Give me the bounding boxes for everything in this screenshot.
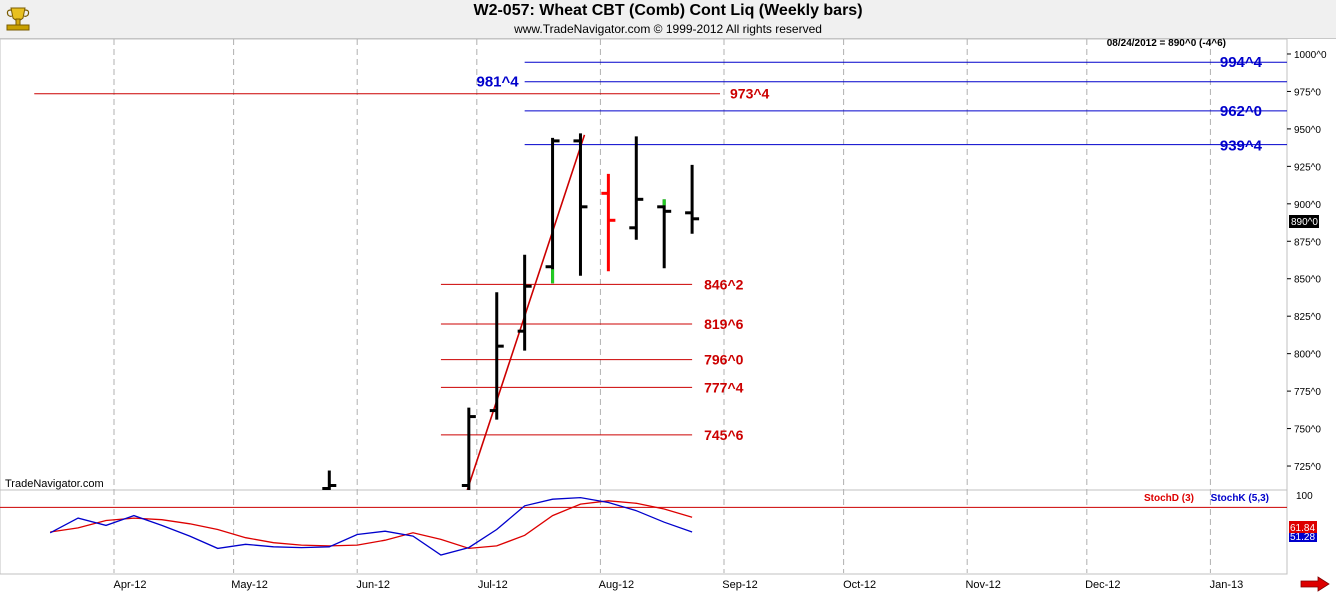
last-price-tag xyxy=(1289,215,1319,228)
y-tick-label: 925^0 xyxy=(1294,162,1321,173)
stochastic-panel xyxy=(0,489,1288,575)
price-level-label: 962^0 xyxy=(1220,103,1262,120)
last-price-tag-text: 890^0 xyxy=(1291,217,1318,228)
price-levels: 994^4 981^4 973^4 962^0 939^4 846^2 819^6 796^0… xyxy=(34,54,1287,443)
legend-stochk: StochK (5,3) xyxy=(1211,493,1269,504)
trophy-logo-icon[interactable] xyxy=(4,2,32,32)
y-tick-label: 850^0 xyxy=(1294,275,1321,286)
price-level-label: 994^4 xyxy=(1220,54,1263,71)
grid-lines xyxy=(0,39,1287,575)
x-tick-label: Apr-12 xyxy=(113,579,146,591)
stoch-series-line xyxy=(50,500,693,550)
x-tick-label: Nov-12 xyxy=(965,579,1000,591)
y-tick-label: 950^0 xyxy=(1294,125,1321,136)
y-tick-label: 800^0 xyxy=(1294,350,1321,361)
y-tick-label: 1000^0 xyxy=(1294,50,1327,61)
price-level-label: 777^4 xyxy=(704,379,744,395)
price-level-label: 939^4 xyxy=(1220,138,1263,155)
status-readout: 08/24/2012 = 890^0 (-4^6) xyxy=(1107,38,1226,49)
y-tick-label: 750^0 xyxy=(1294,425,1321,436)
chart-title: W2-057: Wheat CBT (Comb) Cont Liq (Weekl… xyxy=(473,2,863,19)
price-level-label: 819^6 xyxy=(704,316,744,332)
x-tick-label: Sep-12 xyxy=(722,579,757,591)
price-level-label: 796^0 xyxy=(704,352,744,368)
watermark: TradeNavigator.com xyxy=(5,478,104,490)
chart-header: W2-057: Wheat CBT (Comb) Cont Liq (Weekl… xyxy=(0,0,1336,39)
y-tick-label: 900^0 xyxy=(1294,200,1321,211)
y-tick-label: 725^0 xyxy=(1294,462,1321,473)
y-tick-label: 825^0 xyxy=(1294,312,1321,323)
x-tick-label: Jun-12 xyxy=(356,579,390,591)
price-level-label: 973^4 xyxy=(730,86,770,102)
x-tick-label: Jan-13 xyxy=(1210,579,1244,591)
ohlc-bars xyxy=(322,133,700,490)
y-tick-label: 775^0 xyxy=(1294,387,1321,398)
x-tick-label: Jul-12 xyxy=(478,579,508,591)
x-tick-label: May-12 xyxy=(231,579,268,591)
copyright-text: www.TradeNavigator.com © 1999-2012 All r… xyxy=(514,22,822,36)
scroll-right-arrow-icon[interactable] xyxy=(1300,576,1330,592)
x-axis-labels: Apr-12 May-12 Jun-12 Jul-12 Aug-12 Sep-12 Oct-… xyxy=(113,579,1243,591)
price-level-label: 745^6 xyxy=(704,427,744,443)
x-tick-label: Oct-12 xyxy=(843,579,876,591)
price-panel xyxy=(0,38,1288,491)
price-level-label: 846^2 xyxy=(704,276,744,292)
stochastic-lines xyxy=(0,496,1287,556)
y-axis-ticks: 725^0 750^0 775^0 800^0 825^0 850^0 875^0 900^0… xyxy=(1287,50,1327,473)
price-level-label: 981^4 xyxy=(477,74,520,91)
stoch-series-line xyxy=(49,496,693,556)
y-tick-label: 975^0 xyxy=(1294,87,1321,98)
x-tick-label: Aug-12 xyxy=(599,579,634,591)
stochk-value-text: 51.28 xyxy=(1290,532,1315,543)
stochd-value-text: 61.84 xyxy=(1290,523,1315,534)
x-tick-label: Dec-12 xyxy=(1085,579,1120,591)
stochd-value-tag xyxy=(1289,521,1317,533)
price-axis xyxy=(1287,39,1336,574)
legend-stochd: StochD (3) xyxy=(1144,493,1194,504)
stoch-y-tick-100: 100 xyxy=(1296,491,1313,502)
y-tick-label: 875^0 xyxy=(1294,237,1321,248)
